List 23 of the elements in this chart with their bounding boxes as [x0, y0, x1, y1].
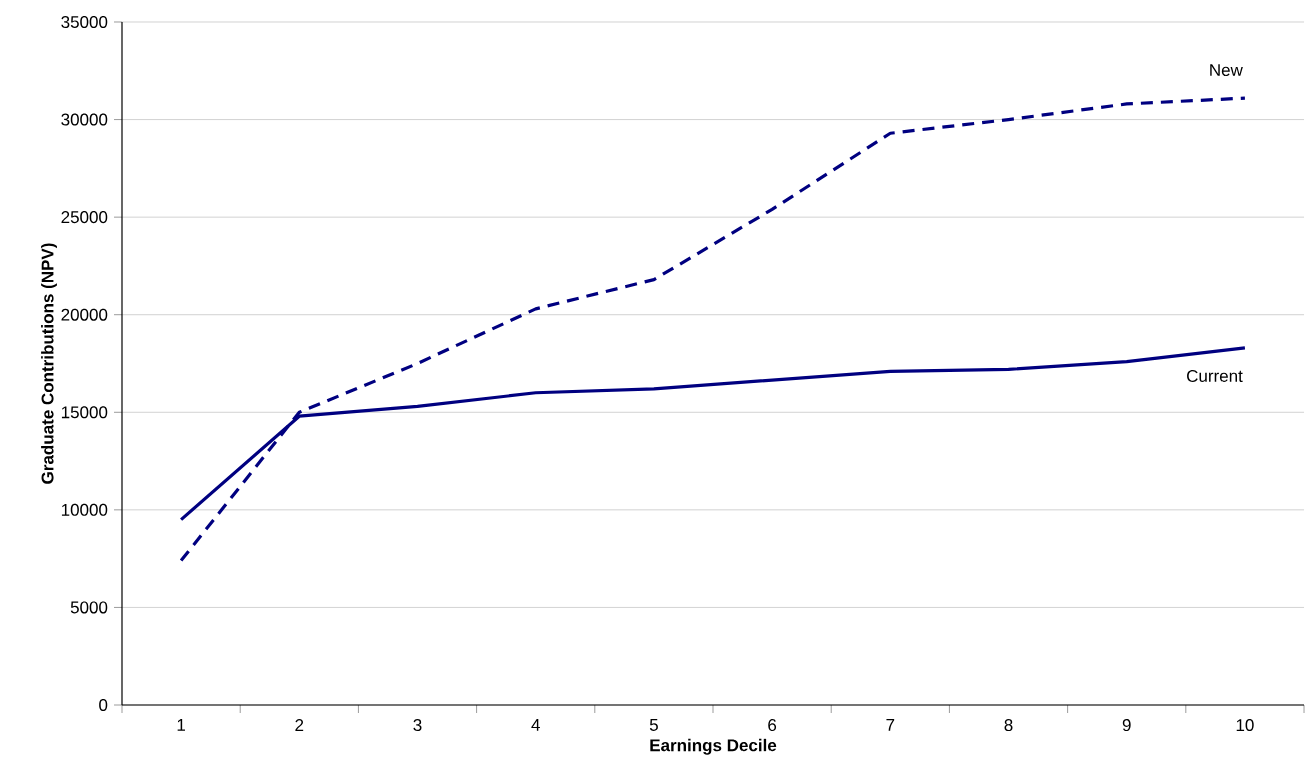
- x-tick-label: 8: [1004, 719, 1013, 732]
- x-tick-label: 1: [177, 719, 185, 731]
- y-tick-label: 30000: [61, 113, 108, 126]
- x-tick-label: 9: [1122, 719, 1131, 732]
- x-tick-label: 5: [649, 719, 658, 731]
- line-series: [179, 96, 1247, 563]
- x-tick-label: 4: [531, 719, 540, 731]
- y-tick-label: 25000: [61, 211, 108, 224]
- x-axis-title: Earnings Decile: [650, 738, 777, 755]
- y-tick-label: 10000: [61, 503, 108, 516]
- series-label: New: [1210, 64, 1243, 77]
- x-tick-label: 2: [295, 719, 304, 731]
- y-tick-label: 15000: [61, 406, 108, 419]
- y-tick-label: 20000: [61, 308, 108, 321]
- x-tick-label: 7: [886, 719, 895, 731]
- y-tick-label: 0: [99, 698, 108, 712]
- y-tick-label: 35000: [61, 15, 108, 28]
- x-tick-label: 3: [413, 719, 422, 732]
- x-tick-label: 6: [768, 719, 777, 732]
- y-tick-label: 5000: [70, 601, 108, 614]
- x-tick-label: 10: [1236, 719, 1254, 732]
- y-axis-title: Graduate Contributions (NPV): [41, 243, 57, 484]
- series-label: Current: [1187, 369, 1243, 382]
